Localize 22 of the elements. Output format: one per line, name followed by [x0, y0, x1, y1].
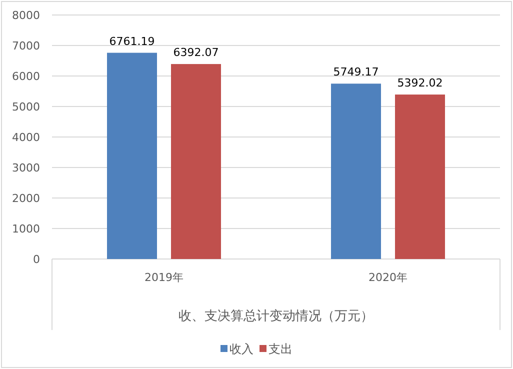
y-tick-label: 5000 — [12, 100, 40, 114]
data-label: 6392.07 — [173, 46, 219, 60]
y-tick-label: 8000 — [12, 9, 40, 22]
bar — [395, 94, 445, 259]
bar — [107, 52, 157, 259]
x-axis-title: 收、支决算总计变动情况（万元） — [178, 309, 374, 324]
data-label: 5749.17 — [333, 66, 379, 79]
y-tick-label: 6000 — [12, 70, 40, 83]
legend-label: 支出 — [268, 342, 292, 356]
data-label: 6761.19 — [109, 34, 155, 48]
y-tick-label: 4000 — [12, 131, 40, 144]
bar — [171, 64, 221, 259]
x-tick-label: 2019年 — [144, 271, 184, 284]
y-tick-label: 2000 — [12, 192, 40, 205]
y-tick-label: 1000 — [12, 222, 40, 236]
y-tick-label: 7000 — [12, 40, 40, 52]
y-tick-label: 0 — [33, 253, 40, 266]
legend-label: 收入 — [230, 342, 254, 356]
bar — [331, 84, 381, 259]
x-tick-label: 2020年 — [368, 271, 408, 284]
data-label: 5392.02 — [397, 76, 443, 90]
y-tick-label: 3000 — [12, 162, 40, 174]
